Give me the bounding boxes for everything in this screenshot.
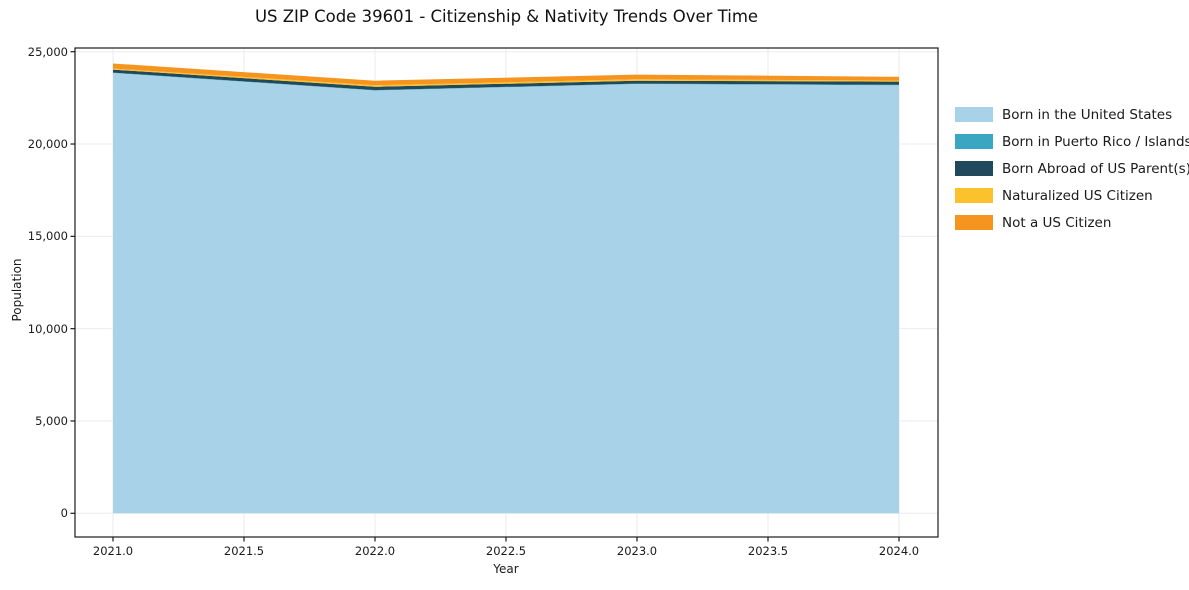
legend-item: Born Abroad of US Parent(s) — [955, 155, 1189, 182]
y-tick-label: 25,000 — [27, 44, 68, 59]
area-series-1 — [113, 72, 899, 91]
area-series-4 — [113, 63, 899, 86]
x-tick-label: 2022.0 — [354, 544, 396, 558]
legend-swatch — [955, 107, 993, 122]
legend-swatch — [955, 188, 993, 203]
area-series-0 — [113, 72, 899, 514]
y-tick-label: 0 — [60, 506, 68, 521]
x-axis-label: Year — [493, 562, 519, 576]
legend-label: Not a US Citizen — [1002, 214, 1112, 231]
legend-swatch — [955, 215, 993, 230]
legend-item: Naturalized US Citizen — [955, 182, 1189, 209]
legend-label: Naturalized US Citizen — [1002, 187, 1153, 204]
x-tick-label: 2024.0 — [878, 544, 920, 558]
y-axis-label: Population — [10, 258, 24, 322]
legend-label: Born Abroad of US Parent(s) — [1002, 160, 1189, 177]
legend-item: Not a US Citizen — [955, 209, 1189, 236]
legend-swatch — [955, 161, 993, 176]
legend-swatch — [955, 134, 993, 149]
x-tick-label: 2021.5 — [223, 544, 265, 558]
legend-label: Born in the United States — [1002, 106, 1173, 123]
legend-item: Born in Puerto Rico / Islands — [955, 128, 1189, 155]
area-series-3 — [113, 68, 899, 87]
y-tick-label: 10,000 — [27, 321, 68, 336]
y-tick-label: 20,000 — [27, 137, 68, 152]
chart-title: US ZIP Code 39601 - Citizenship & Nativi… — [254, 7, 759, 26]
x-tick-label: 2021.0 — [92, 544, 134, 558]
legend-label: Born in Puerto Rico / Islands — [1002, 133, 1189, 150]
x-tick-label: 2022.5 — [485, 544, 527, 558]
legend: Born in the United States Born in Puerto … — [955, 101, 1189, 236]
area-series-2 — [113, 69, 899, 91]
y-tick-label: 5,000 — [35, 413, 68, 428]
x-tick-label: 2023.0 — [616, 544, 658, 558]
legend-item: Born in the United States — [955, 101, 1189, 128]
y-tick-label: 15,000 — [27, 229, 68, 244]
x-tick-label: 2023.5 — [747, 544, 789, 558]
